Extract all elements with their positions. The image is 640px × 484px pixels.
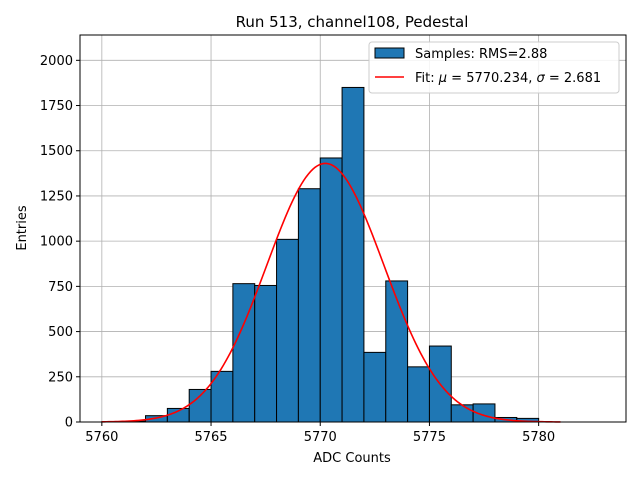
y-axis-label: Entries xyxy=(15,205,30,251)
histogram-bar xyxy=(298,189,320,422)
histogram-bar xyxy=(342,87,364,422)
histogram-bar xyxy=(320,158,342,422)
y-tick-label: 1750 xyxy=(40,99,73,114)
x-tick-label: 5770 xyxy=(304,430,337,445)
x-tick-label: 5780 xyxy=(522,430,555,445)
histogram-bar xyxy=(386,281,408,422)
x-axis-label: ADC Counts xyxy=(313,451,391,466)
histogram-bar xyxy=(364,352,386,422)
histogram-bar xyxy=(277,239,299,422)
legend-histogram-swatch xyxy=(375,48,404,58)
x-tick-label: 5765 xyxy=(194,430,227,445)
y-tick-label: 2000 xyxy=(40,54,73,69)
y-tick-label: 1000 xyxy=(40,235,73,250)
histogram-bar xyxy=(255,285,277,422)
legend-fit-mu: μ xyxy=(438,71,447,86)
y-tick-label: 1250 xyxy=(40,189,73,204)
legend: Samples: RMS=2.88 Fit: μ = 5770.234, σ =… xyxy=(369,42,619,93)
legend-fit-mid: = 5770.234, xyxy=(447,71,536,86)
legend-fit-suffix: = 2.681 xyxy=(545,71,601,86)
y-tick-label: 0 xyxy=(65,416,73,431)
y-tick-label: 500 xyxy=(48,325,73,340)
legend-fit-prefix: Fit: xyxy=(415,71,439,86)
histogram-bar xyxy=(408,367,430,422)
x-tick-label: 5760 xyxy=(85,430,118,445)
y-tick-label: 1500 xyxy=(40,144,73,159)
y-tick-label: 250 xyxy=(48,370,73,385)
histogram-bar xyxy=(451,405,473,422)
histogram-bar xyxy=(189,389,211,422)
chart-title: Run 513, channel108, Pedestal xyxy=(236,13,469,31)
legend-histogram-label: Samples: RMS=2.88 xyxy=(415,47,547,62)
legend-fit-label: Fit: μ = 5770.234, σ = 2.681 xyxy=(415,71,601,86)
y-tick-label: 750 xyxy=(48,280,73,295)
x-tick-label: 5775 xyxy=(413,430,446,445)
